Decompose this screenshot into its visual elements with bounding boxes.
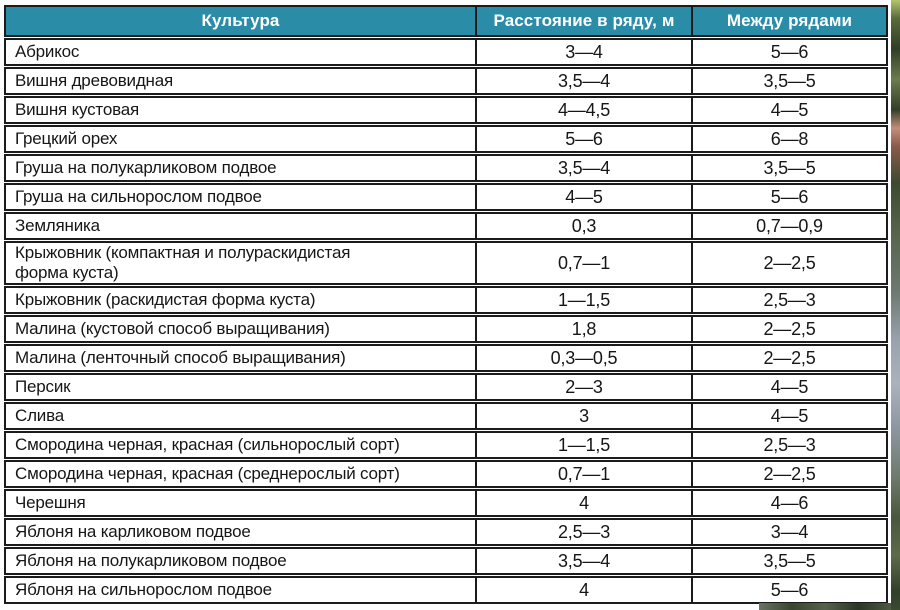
table-row: Абрикос 3—4 5—6: [4, 38, 888, 66]
table-row: Малина (ленточный способ выращивания) 0,3…: [4, 344, 888, 372]
crop-name-cell: Черешня: [4, 489, 475, 517]
crop-name-cell: Смородина черная, красная (среднерослый …: [4, 460, 475, 488]
table-row: Крыжовник (раскидистая форма куста) 1—1,5…: [4, 286, 888, 314]
crop-name-cell: Крыжовник (раскидистая форма куста): [4, 286, 475, 314]
row-spacing-cell: 3,5—4: [475, 154, 691, 182]
row-spacing-cell: 0,3—0,5: [475, 344, 691, 372]
between-rows-cell: 4—5: [691, 402, 888, 430]
row-spacing-cell: 1—1,5: [475, 286, 691, 314]
row-spacing-cell: 4—5: [475, 183, 691, 211]
row-spacing-cell: 2,5—3: [475, 518, 691, 546]
table-row: Груша на полукарликовом подвое 3,5—4 3,5—5: [4, 154, 888, 182]
header-row: Культура Расстояние в ряду, м Между ряда…: [4, 5, 888, 37]
row-spacing-cell: 4: [475, 576, 691, 604]
between-rows-cell: 5—6: [691, 38, 888, 66]
row-spacing-cell: 4—4,5: [475, 96, 691, 124]
row-spacing-cell: 3: [475, 402, 691, 430]
row-spacing-cell: 3—4: [475, 38, 691, 66]
row-spacing-cell: 2—3: [475, 373, 691, 401]
row-spacing-cell: 1,8: [475, 315, 691, 343]
table-row: Смородина черная, красная (сильнорослый …: [4, 431, 888, 459]
crop-name-cell: Грецкий орех: [4, 125, 475, 153]
table-row: Вишня древовидная 3,5—4 3,5—5: [4, 67, 888, 95]
crop-name-cell: Груша на сильнорослом подвое: [4, 183, 475, 211]
crop-name-cell: Слива: [4, 402, 475, 430]
between-rows-cell: 2,5—3: [691, 431, 888, 459]
table-row: Яблоня на карликовом подвое 2,5—3 3—4: [4, 518, 888, 546]
between-rows-cell: 4—5: [691, 373, 888, 401]
crop-name-cell: Абрикос: [4, 38, 475, 66]
row-spacing-cell: 3,5—4: [475, 547, 691, 575]
background-photo-strip-bottom: [759, 603, 891, 610]
table-row: Яблоня на полукарликовом подвое 3,5—4 3,5—…: [4, 547, 888, 575]
table-row: Персик 2—3 4—5: [4, 373, 888, 401]
row-spacing-cell: 0,7—1: [475, 241, 691, 285]
table-row: Грецкий орех 5—6 6—8: [4, 125, 888, 153]
between-rows-cell: 5—6: [691, 576, 888, 604]
table-row: Малина (кустовой способ выращивания) 1,8 2…: [4, 315, 888, 343]
table-header: Культура Расстояние в ряду, м Между ряда…: [4, 5, 888, 37]
table-row: Яблоня на сильнорослом подвое 4 5—6: [4, 576, 888, 604]
planting-distance-table: Культура Расстояние в ряду, м Между ряда…: [4, 4, 888, 605]
column-header-between-rows: Между рядами: [691, 5, 888, 37]
between-rows-cell: 4—5: [691, 96, 888, 124]
table-row: Черешня 4 4—6: [4, 489, 888, 517]
between-rows-cell: 2—2,5: [691, 460, 888, 488]
between-rows-cell: 3,5—5: [691, 547, 888, 575]
crop-name-cell: Земляника: [4, 212, 475, 240]
table-body: Абрикос 3—4 5—6 Вишня древовидная 3,5—4 3,5—5…: [4, 38, 888, 604]
crop-name-cell: Яблоня на карликовом подвое: [4, 518, 475, 546]
crop-name-cell: Малина (ленточный способ выращивания): [4, 344, 475, 372]
between-rows-cell: 2—2,5: [691, 344, 888, 372]
crop-name-cell: Смородина черная, красная (сильнорослый …: [4, 431, 475, 459]
between-rows-cell: 3,5—5: [691, 154, 888, 182]
between-rows-cell: 2—2,5: [691, 241, 888, 285]
table-row: Земляника 0,3 0,7—0,9: [4, 212, 888, 240]
crop-name-cell: Персик: [4, 373, 475, 401]
crop-name-cell: Яблоня на сильнорослом подвое: [4, 576, 475, 604]
table-row: Крыжовник (компактная и полураскидистая …: [4, 241, 888, 285]
crop-name-cell: Яблоня на полукарликовом подвое: [4, 547, 475, 575]
column-header-row-spacing: Расстояние в ряду, м: [475, 5, 691, 37]
between-rows-cell: 5—6: [691, 183, 888, 211]
crop-name-cell: Малина (кустовой способ выращивания): [4, 315, 475, 343]
background-photo-strip-right: [891, 0, 900, 610]
between-rows-cell: 2—2,5: [691, 315, 888, 343]
crop-name-cell: Вишня древовидная: [4, 67, 475, 95]
crop-name-cell: Груша на полукарликовом подвое: [4, 154, 475, 182]
table-row: Вишня кустовая 4—4,5 4—5: [4, 96, 888, 124]
table-row: Груша на сильнорослом подвое 4—5 5—6: [4, 183, 888, 211]
between-rows-cell: 3—4: [691, 518, 888, 546]
crop-name-cell: Крыжовник (компактная и полураскидистая …: [4, 241, 475, 285]
row-spacing-cell: 3,5—4: [475, 67, 691, 95]
between-rows-cell: 2,5—3: [691, 286, 888, 314]
between-rows-cell: 4—6: [691, 489, 888, 517]
row-spacing-cell: 0,7—1: [475, 460, 691, 488]
row-spacing-cell: 4: [475, 489, 691, 517]
row-spacing-cell: 5—6: [475, 125, 691, 153]
between-rows-cell: 3,5—5: [691, 67, 888, 95]
row-spacing-cell: 1—1,5: [475, 431, 691, 459]
crop-name-cell: Вишня кустовая: [4, 96, 475, 124]
table-row: Слива 3 4—5: [4, 402, 888, 430]
between-rows-cell: 0,7—0,9: [691, 212, 888, 240]
row-spacing-cell: 0,3: [475, 212, 691, 240]
column-header-culture: Культура: [4, 5, 475, 37]
table-row: Смородина черная, красная (среднерослый …: [4, 460, 888, 488]
between-rows-cell: 6—8: [691, 125, 888, 153]
